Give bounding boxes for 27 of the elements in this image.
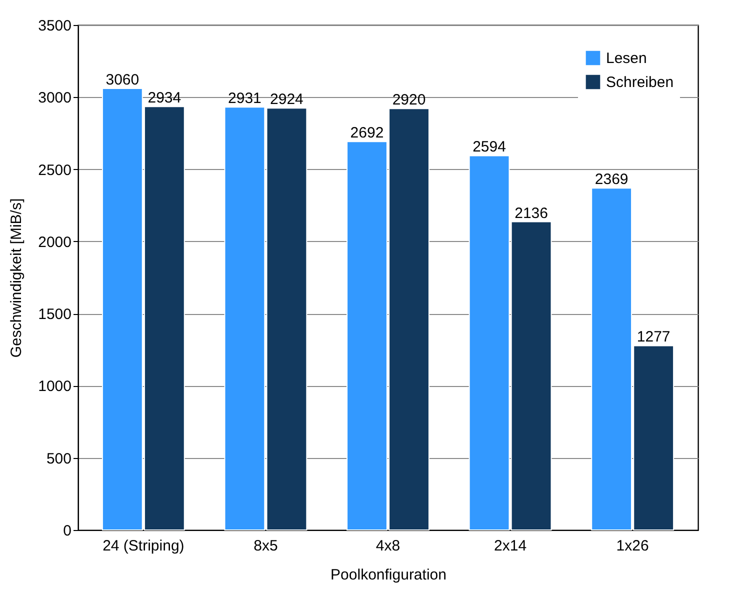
y-tick-label: 3500	[38, 18, 72, 34]
data-label: 2920	[392, 92, 426, 109]
y-tick-label: 0	[63, 522, 72, 540]
x-tick-label: 1x26	[616, 538, 649, 554]
y-tick-label: 2000	[38, 234, 72, 251]
x-tick-label: 24 (Striping)	[102, 538, 184, 554]
y-tick-label: 1000	[38, 378, 72, 396]
y-axis-title: Geschwindigkeit [MiB/s]	[8, 198, 26, 358]
data-label: 2924	[270, 91, 304, 108]
y-tick-label: 1500	[38, 306, 72, 324]
data-label: 2594	[472, 138, 506, 156]
x-axis-title: Poolkonfiguration	[330, 566, 446, 584]
legend-label: Schreiben	[606, 74, 674, 91]
legend-label: Lesen	[606, 50, 647, 67]
x-tick-label: 8x5	[254, 538, 278, 554]
data-label: 2934	[148, 90, 182, 107]
data-label: 2136	[514, 204, 548, 222]
data-label: 2369	[594, 171, 628, 188]
y-tick-label: 500	[46, 450, 72, 468]
x-tick-label: 4x8	[376, 538, 400, 554]
y-tick-label: 3000	[38, 90, 72, 107]
data-label: 2931	[228, 90, 262, 108]
data-label: 3060	[106, 71, 140, 88]
x-tick-label: 2x14	[494, 538, 527, 554]
y-tick-label: 2500	[38, 162, 72, 179]
data-label: 1277	[636, 328, 670, 346]
data-label: 2692	[350, 124, 384, 142]
